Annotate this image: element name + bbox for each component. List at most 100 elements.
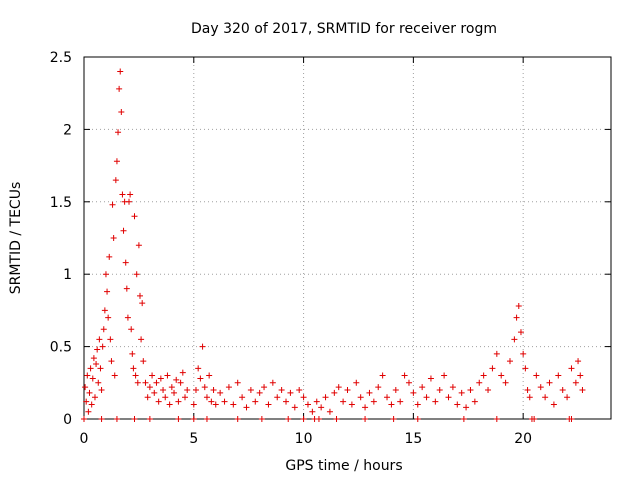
data-point [296, 387, 303, 394]
data-point [97, 365, 104, 372]
data-point [522, 365, 529, 372]
data-point [427, 375, 434, 382]
data-point [546, 379, 553, 386]
data-point [115, 129, 122, 136]
data-point [506, 358, 513, 365]
data-point [300, 394, 307, 401]
x-tick-label: 5 [189, 431, 198, 447]
data-point [405, 379, 412, 386]
y-tick-label: 0 [63, 412, 72, 428]
data-point [269, 379, 276, 386]
data-point [340, 398, 347, 405]
data-point [502, 379, 509, 386]
data-point [177, 379, 184, 386]
chart-title: Day 320 of 2017, SRMTID for receiver rog… [191, 21, 497, 37]
data-point [362, 416, 369, 422]
data-point [524, 387, 531, 394]
data-point [203, 416, 210, 422]
y-tick-label: 0.5 [50, 340, 72, 356]
data-point [151, 389, 158, 396]
data-point [127, 191, 134, 198]
data-point [112, 177, 119, 184]
data-point [493, 350, 500, 357]
data-point [87, 365, 94, 372]
data-point [129, 350, 136, 357]
data-point [128, 326, 135, 333]
data-point [379, 372, 386, 379]
data-point [517, 329, 524, 336]
data-point [493, 416, 500, 422]
data-point [126, 198, 133, 205]
data-point [164, 372, 171, 379]
data-point [166, 401, 173, 408]
data-point [243, 404, 250, 411]
data-point [110, 235, 117, 241]
data-point [445, 394, 452, 401]
data-point [149, 372, 156, 379]
data-point [146, 384, 153, 391]
data-point [117, 68, 124, 75]
data-point [201, 384, 208, 391]
y-tick-label: 2.5 [50, 50, 72, 66]
data-point [331, 389, 338, 396]
data-point [344, 387, 351, 394]
data-point [100, 326, 107, 333]
data-point [388, 401, 395, 408]
data-point [131, 213, 138, 220]
data-point [190, 416, 197, 422]
data-point [210, 387, 217, 394]
data-point [171, 389, 178, 396]
data-point [520, 350, 527, 357]
data-point [498, 372, 505, 379]
data-point [526, 394, 533, 401]
data-point [353, 379, 360, 386]
x-tick-label: 0 [80, 431, 89, 447]
data-point [460, 416, 467, 422]
data-point [432, 398, 439, 405]
data-point [118, 109, 125, 116]
data-point [134, 379, 141, 386]
data-point [81, 416, 87, 422]
plot-frame [83, 56, 612, 420]
data-point [568, 416, 575, 422]
data-point [414, 401, 421, 408]
data-point [335, 384, 342, 391]
data-point [467, 387, 474, 394]
data-point [105, 314, 112, 321]
data-point [195, 365, 202, 372]
data-points [81, 68, 586, 422]
data-point [542, 394, 549, 401]
data-point [234, 416, 241, 422]
data-point [101, 307, 108, 314]
x-axis-label: GPS time / hours [285, 458, 402, 474]
data-point [122, 259, 129, 266]
x-tick-label: 15 [404, 431, 422, 447]
data-point [119, 191, 126, 198]
data-point [441, 372, 448, 379]
data-point [449, 384, 456, 391]
data-point [130, 365, 137, 372]
data-point [99, 343, 106, 350]
x-tick-label: 20 [514, 431, 532, 447]
data-point [392, 387, 399, 394]
data-point [182, 394, 189, 401]
data-point [401, 372, 408, 379]
data-point [107, 336, 114, 343]
data-point [318, 404, 325, 411]
data-point [98, 416, 105, 422]
data-point [84, 372, 91, 379]
data-point [559, 387, 566, 394]
data-point [261, 384, 268, 391]
data-point [95, 379, 102, 386]
data-point [256, 389, 263, 396]
data-point [113, 416, 120, 422]
data-point [225, 384, 232, 391]
data-point [315, 416, 322, 422]
data-point [102, 271, 109, 278]
data-point [454, 401, 461, 408]
data-point [173, 376, 180, 383]
y-tick-label: 1.5 [50, 195, 72, 211]
data-point [348, 401, 355, 408]
data-point [390, 416, 397, 422]
data-point [309, 408, 316, 415]
